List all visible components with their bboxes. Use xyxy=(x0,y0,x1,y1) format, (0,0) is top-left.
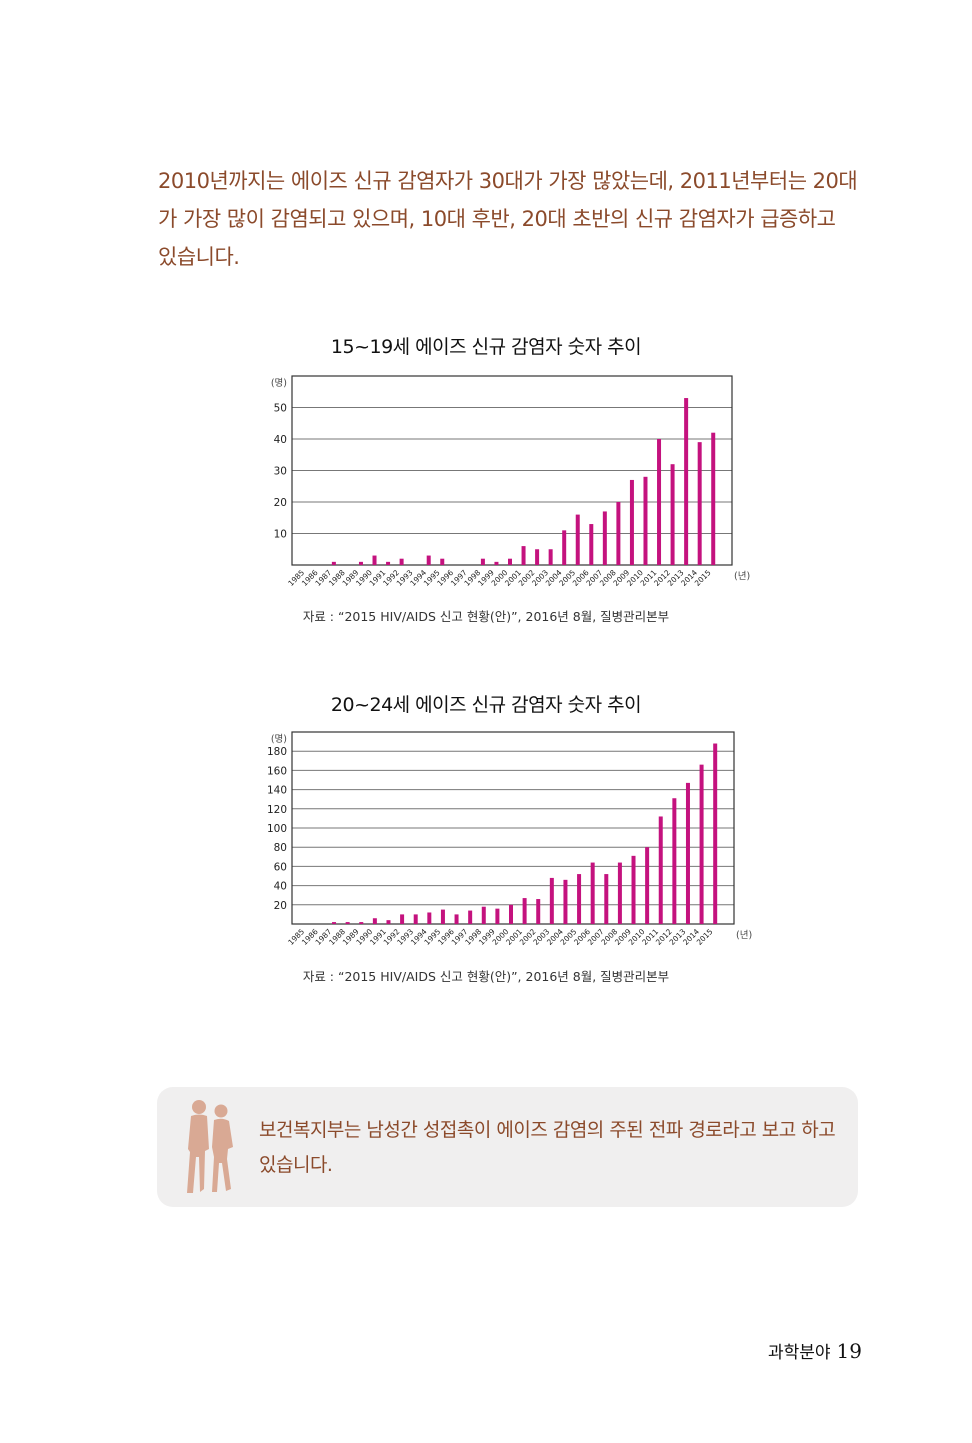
bar-1987 xyxy=(331,561,336,565)
bar-2001 xyxy=(522,898,527,924)
y-tick-label: 100 xyxy=(267,823,287,835)
chart-1-svg: 1020304050(명)198519861987198819891990199… xyxy=(271,375,750,588)
note-box: 보건복지부는 남성간 성접촉이 에이즈 감염의 주된 전파 경로라고 보고 하고… xyxy=(157,1087,858,1207)
intro-paragraph: 2010년까지는 에이즈 신규 감염자가 30대가 가장 많았는데, 2011년… xyxy=(158,169,858,269)
y-tick-label: 180 xyxy=(267,746,287,758)
bar-2006 xyxy=(589,524,594,565)
y-tick-label: 140 xyxy=(267,785,287,797)
y-tick-label: 80 xyxy=(274,842,287,854)
chart-2-source: 자료 : “2015 HIV/AIDS 신고 현황(안)”, 2016년 8월,… xyxy=(302,969,670,984)
chart-2-title: 20~24세 에이즈 신규 감염자 숫자 추이 xyxy=(330,694,642,716)
bar-2010 xyxy=(643,476,648,565)
bar-2008 xyxy=(616,502,621,565)
bar-2004 xyxy=(562,530,567,565)
bar-1987 xyxy=(332,922,337,924)
y-tick-label: 40 xyxy=(274,434,287,446)
page-number: 19 xyxy=(836,1339,862,1363)
bar-1994 xyxy=(426,555,431,565)
bar-2011 xyxy=(657,439,662,565)
bar-1994 xyxy=(427,912,432,924)
section-name: 과학분야 xyxy=(767,1343,831,1363)
y-tick-label: 20 xyxy=(274,900,287,912)
bar-1998 xyxy=(481,906,486,924)
bar-1992 xyxy=(400,914,405,924)
bar-1989 xyxy=(359,922,364,924)
x-tick-label: 2015 xyxy=(693,568,713,588)
chart-2-svg: 20406080100120140160180(명)19851986198719… xyxy=(267,731,752,947)
bar-2009 xyxy=(631,855,636,924)
bar-1996 xyxy=(454,914,459,924)
bar-2012 xyxy=(670,464,675,565)
bar-2013 xyxy=(685,782,690,924)
y-tick-label: 40 xyxy=(274,881,287,893)
y-tick-label: 160 xyxy=(267,765,287,777)
bar-2008 xyxy=(617,862,622,924)
bar-1993 xyxy=(413,914,418,924)
bar-2000 xyxy=(508,558,512,565)
note-text: 보건복지부는 남성간 성접촉이 에이즈 감염의 주된 전파 경로라고 보고 하고… xyxy=(259,1119,836,1176)
bar-2010 xyxy=(645,847,650,924)
bar-2007 xyxy=(602,511,607,565)
x-tick-label: 2015 xyxy=(695,927,715,947)
bar-1991 xyxy=(386,561,391,565)
bar-2013 xyxy=(684,398,689,565)
bar-2002 xyxy=(535,549,540,565)
bar-2009 xyxy=(629,479,634,565)
bar-2014 xyxy=(697,442,702,565)
bar-2014 xyxy=(699,764,704,924)
y-tick-label: 30 xyxy=(274,466,287,478)
bar-2001 xyxy=(521,546,526,565)
couple-silhouette-icon xyxy=(187,1100,233,1193)
bar-2011 xyxy=(658,816,663,924)
bar-2006 xyxy=(590,862,595,924)
bar-2012 xyxy=(672,798,677,924)
bar-1999 xyxy=(494,561,499,565)
x-axis-unit: (년) xyxy=(736,930,752,941)
bar-2015 xyxy=(713,743,718,924)
bar-2015 xyxy=(711,432,716,565)
bar-1995 xyxy=(440,909,445,924)
bar-1992 xyxy=(399,558,404,565)
bar-2004 xyxy=(563,879,568,924)
page-footer: 과학분야 19 xyxy=(768,1338,862,1363)
y-tick-label: 10 xyxy=(274,529,287,541)
bar-1990 xyxy=(372,555,377,565)
y-axis-unit: (명) xyxy=(271,734,287,745)
bar-2005 xyxy=(575,514,580,565)
bar-2003 xyxy=(548,549,553,565)
x-axis-unit: (년) xyxy=(734,571,750,582)
y-tick-label: 20 xyxy=(274,497,287,509)
bar-2005 xyxy=(577,874,582,924)
bar-1997 xyxy=(468,910,473,924)
bar-1991 xyxy=(386,920,391,924)
y-tick-label: 120 xyxy=(267,804,287,816)
bar-2002 xyxy=(536,899,541,924)
y-tick-label: 50 xyxy=(274,403,287,415)
bar-2007 xyxy=(604,874,609,924)
bar-1990 xyxy=(372,918,377,924)
bar-1998 xyxy=(480,558,485,565)
chart-1-source: 자료 : “2015 HIV/AIDS 신고 현황(안)”, 2016년 8월,… xyxy=(302,609,670,624)
bar-1989 xyxy=(358,561,363,565)
bar-1988 xyxy=(345,922,350,924)
bar-1995 xyxy=(440,558,445,565)
y-axis-unit: (명) xyxy=(271,378,287,389)
bar-2000 xyxy=(509,904,513,924)
bar-1999 xyxy=(495,908,500,924)
y-tick-label: 60 xyxy=(274,861,287,873)
chart-1-title: 15~19세 에이즈 신규 감염자 숫자 추이 xyxy=(330,336,642,358)
bar-2003 xyxy=(549,877,554,924)
